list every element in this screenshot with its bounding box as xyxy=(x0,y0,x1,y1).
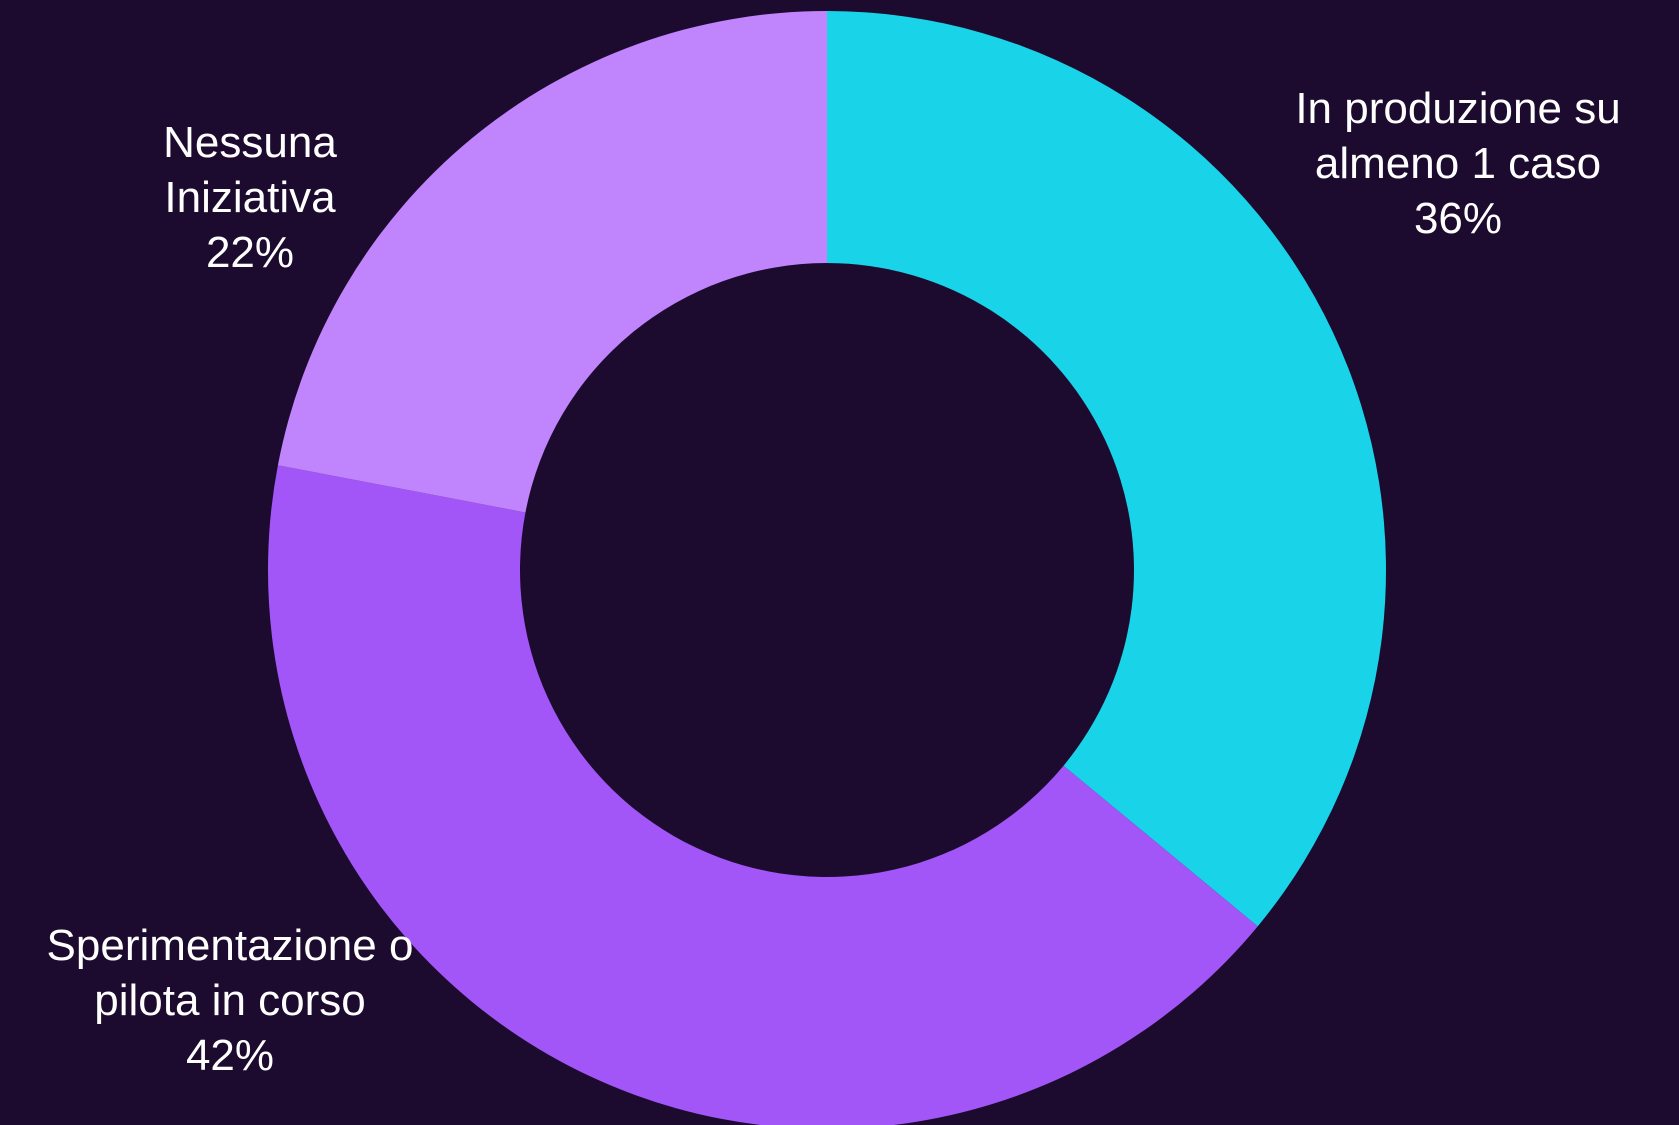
donut-slice-3 xyxy=(277,11,827,513)
slice-value-label: 22% xyxy=(206,228,294,277)
slice-category-label: In produzione su xyxy=(1295,84,1620,133)
slice-category-label: almeno 1 caso xyxy=(1315,139,1601,188)
donut-slice-1 xyxy=(827,11,1386,927)
slice-label-3: Nessuna Iniziativa 22% xyxy=(163,118,337,277)
slice-label-2: Sperimentazione o pilota in corso 42% xyxy=(47,921,414,1080)
slice-category-label: Iniziativa xyxy=(164,173,336,222)
slice-category-label: pilota in corso xyxy=(94,976,365,1025)
slice-labels: In produzione su almeno 1 caso 36% Sperimen… xyxy=(47,84,1621,1080)
slice-label-1: In produzione su almeno 1 caso 36% xyxy=(1295,84,1620,243)
slice-value-label: 36% xyxy=(1414,194,1502,243)
slice-category-label: Sperimentazione o xyxy=(47,921,414,970)
donut-slice-2 xyxy=(268,465,1258,1125)
donut-slices xyxy=(268,11,1386,1125)
slice-value-label: 42% xyxy=(186,1031,274,1080)
slice-category-label: Nessuna xyxy=(163,118,337,167)
